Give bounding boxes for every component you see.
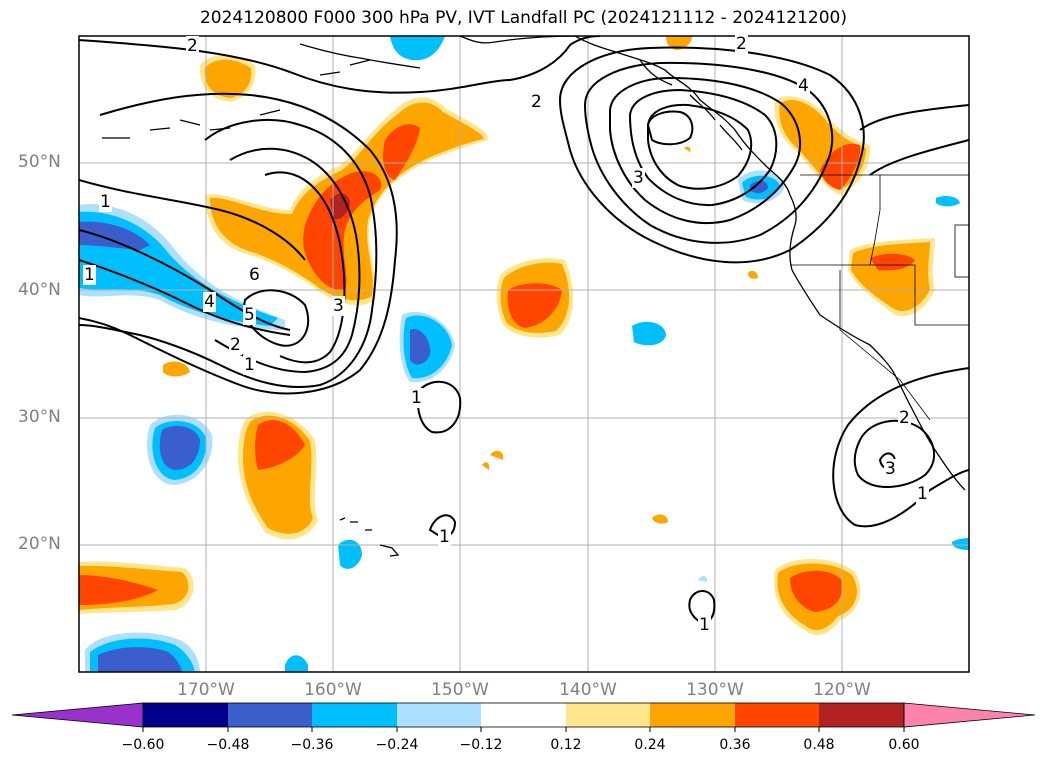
map-title: 2024120800 F000 300 hPa PV, IVT Landfall… bbox=[199, 8, 847, 28]
lat-label: 50°N bbox=[18, 152, 61, 172]
colorbar-tick-label: 0.24 bbox=[634, 737, 666, 753]
lon-label: 150°W bbox=[431, 680, 489, 700]
contour-label: 3 bbox=[884, 459, 897, 479]
contour-label: 4 bbox=[797, 76, 810, 96]
lat-label: 20°N bbox=[18, 534, 61, 554]
colorbar-tick-label: −0.24 bbox=[375, 737, 419, 753]
lat-label: 40°N bbox=[18, 280, 61, 300]
colorbar-tick-label: −0.48 bbox=[206, 737, 250, 753]
lat-label: 30°N bbox=[18, 407, 61, 427]
lon-label: 160°W bbox=[304, 680, 362, 700]
colorbar-tick-label: 0.60 bbox=[888, 737, 920, 753]
lon-label: 130°W bbox=[686, 680, 744, 700]
colorbar-tick-label: 0.36 bbox=[719, 737, 751, 753]
contour-label: 1 bbox=[410, 388, 423, 408]
colorbar-tick-label: −0.12 bbox=[459, 737, 503, 753]
contour-label: 3 bbox=[332, 296, 345, 316]
contour-label: 1 bbox=[438, 527, 451, 547]
colorbar-tick-label: −0.36 bbox=[290, 737, 334, 753]
lon-label: 170°W bbox=[177, 680, 235, 700]
contour-label: 1 bbox=[916, 484, 929, 504]
political-borders bbox=[790, 174, 969, 421]
contour-label: 5 bbox=[243, 305, 256, 325]
lon-label: 120°W bbox=[813, 680, 871, 700]
lon-label: 140°W bbox=[559, 680, 617, 700]
contour-label: 2 bbox=[186, 36, 199, 56]
contour-label: 4 bbox=[203, 292, 216, 312]
contour-label: 1 bbox=[99, 192, 112, 212]
colorbar-tick-label: 0.48 bbox=[803, 737, 835, 753]
colorbar-tick-label: −0.60 bbox=[121, 737, 165, 753]
colorbar-tick-label: 0.12 bbox=[550, 737, 582, 753]
contour-label: 3 bbox=[632, 168, 645, 188]
contour-label: 2 bbox=[530, 92, 543, 112]
contour-label: 1 bbox=[243, 355, 256, 375]
contour-label: 2 bbox=[735, 34, 748, 54]
colorbar bbox=[11, 702, 1036, 732]
map-frame bbox=[78, 35, 970, 673]
contour-label: 1 bbox=[698, 615, 711, 635]
graticule bbox=[79, 36, 969, 672]
contour-label: 2 bbox=[229, 335, 242, 355]
pv-contours bbox=[79, 36, 969, 624]
contour-label: 2 bbox=[898, 408, 911, 428]
contour-label: 1 bbox=[83, 265, 96, 285]
contour-label: 6 bbox=[248, 265, 261, 285]
pv-anomaly-fill bbox=[79, 36, 969, 672]
